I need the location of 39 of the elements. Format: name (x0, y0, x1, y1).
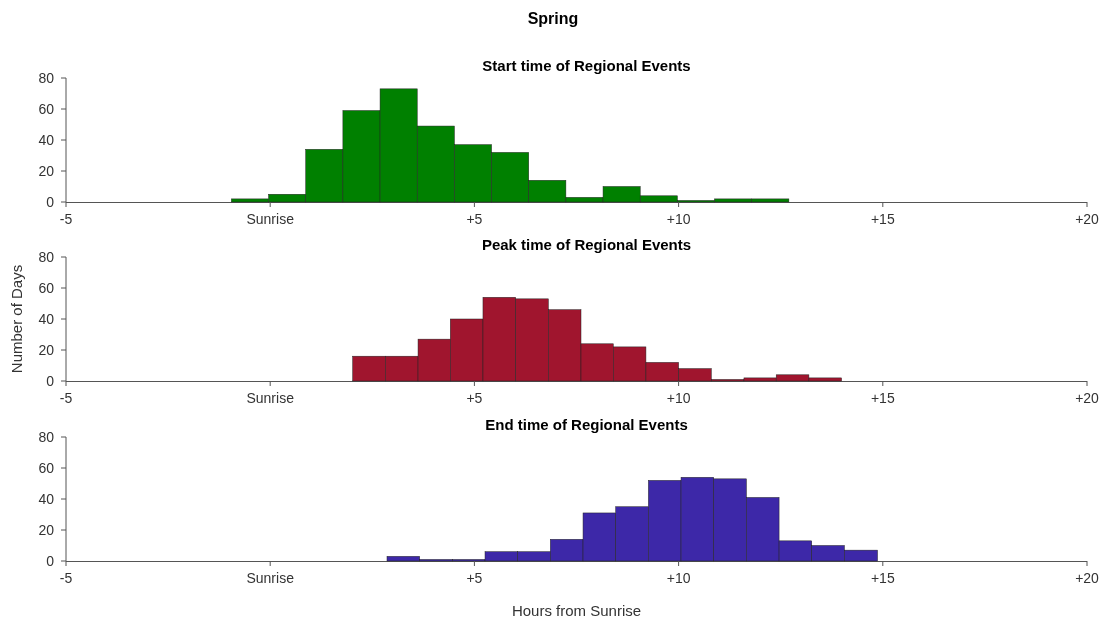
y-tick-label: 0 (46, 194, 55, 210)
y-tick-label: 60 (38, 280, 55, 296)
x-tick-label: +20 (1075, 211, 1100, 227)
y-tick-label: 80 (38, 429, 55, 445)
chart-title: End time of Regional Events (485, 416, 688, 433)
chart-title: Start time of Regional Events (482, 57, 691, 74)
x-tick-label: -5 (59, 570, 73, 586)
y-tick-label: 20 (38, 342, 55, 358)
text: Spring (527, 10, 579, 27)
y-tick-label: 60 (38, 101, 55, 117)
y-tick-label: 80 (38, 70, 55, 86)
x-tick-label: +15 (870, 390, 895, 406)
x-tick-label: +10 (666, 211, 691, 227)
x-tick-label: +5 (466, 390, 483, 406)
y-tick-label: 20 (38, 522, 55, 538)
x-tick-label: Sunrise (246, 211, 295, 227)
x-tick-label: +20 (1075, 570, 1100, 586)
y-tick-label: 40 (38, 491, 55, 507)
y-tick-label: 40 (38, 132, 55, 148)
y-tick-label: 20 (38, 163, 55, 179)
y-tick-label: 60 (38, 460, 55, 476)
x-axis-title: Hours from Sunrise (511, 602, 642, 619)
x-tick-label: Sunrise (246, 570, 295, 586)
x-tick-label: +5 (466, 570, 483, 586)
x-tick-label: -5 (59, 390, 73, 406)
x-tick-label: -5 (59, 211, 73, 227)
x-tick-label: +15 (870, 570, 895, 586)
chart-title: Peak time of Regional Events (481, 236, 692, 253)
x-tick-label: +10 (666, 390, 691, 406)
x-tick-label: Sunrise (246, 390, 295, 406)
x-tick-label: +15 (870, 211, 895, 227)
x-tick-label: +10 (666, 570, 691, 586)
y-tick-label: 80 (38, 249, 55, 265)
x-tick-label: +5 (466, 211, 483, 227)
y-axis-title: Number of Days (8, 264, 25, 374)
y-tick-label: 0 (46, 373, 55, 389)
x-tick-label: +20 (1075, 390, 1100, 406)
y-tick-label: 0 (46, 553, 55, 569)
y-tick-label: 40 (38, 311, 55, 327)
